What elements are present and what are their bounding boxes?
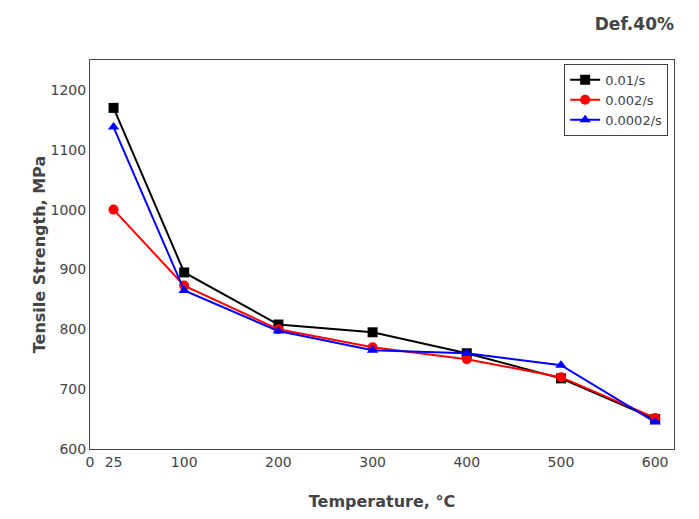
svg-text:600: 600 bbox=[642, 454, 669, 470]
svg-text:900: 900 bbox=[59, 261, 86, 277]
svg-text:0: 0 bbox=[86, 454, 95, 470]
svg-text:300: 300 bbox=[359, 454, 386, 470]
svg-text:1000: 1000 bbox=[51, 202, 87, 218]
svg-text:700: 700 bbox=[59, 381, 86, 397]
svg-text:400: 400 bbox=[453, 454, 480, 470]
svg-text:Temperature, °C: Temperature, °C bbox=[309, 492, 455, 511]
svg-text:600: 600 bbox=[59, 441, 86, 457]
svg-text:100: 100 bbox=[171, 454, 198, 470]
svg-text:800: 800 bbox=[59, 321, 86, 337]
svg-text:0.0002/s: 0.0002/s bbox=[605, 113, 662, 128]
svg-text:Def.40%: Def.40% bbox=[595, 14, 674, 34]
svg-text:200: 200 bbox=[265, 454, 292, 470]
svg-text:1100: 1100 bbox=[51, 142, 87, 158]
svg-text:Tensile Strength, MPa: Tensile Strength, MPa bbox=[30, 156, 49, 353]
svg-text:500: 500 bbox=[548, 454, 575, 470]
svg-text:0.01/s: 0.01/s bbox=[605, 73, 645, 88]
svg-text:25: 25 bbox=[105, 454, 123, 470]
svg-text:0.002/s: 0.002/s bbox=[605, 93, 654, 108]
svg-text:1200: 1200 bbox=[51, 82, 87, 98]
